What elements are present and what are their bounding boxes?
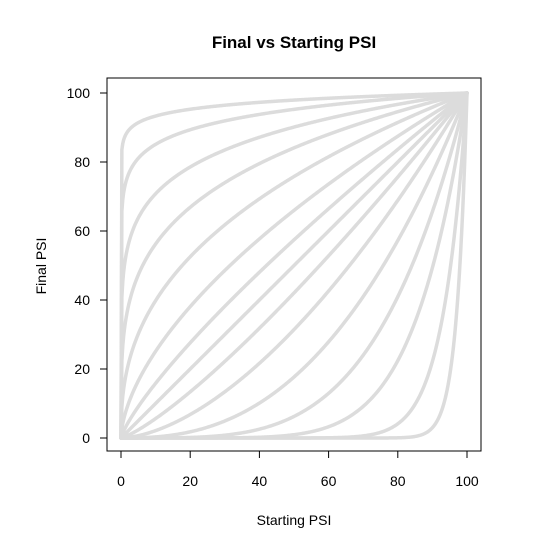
curves-group bbox=[119, 91, 469, 440]
y-tick-label: 60 bbox=[74, 223, 90, 239]
x-tick-label: 20 bbox=[182, 473, 198, 489]
y-axis: 0 20 40 60 80 100 bbox=[67, 85, 108, 446]
series-line-8 bbox=[119, 91, 469, 440]
series-line-9 bbox=[119, 91, 469, 440]
y-tick-label: 40 bbox=[74, 292, 90, 308]
series-line-2 bbox=[119, 91, 469, 440]
y-axis-label: Final PSI bbox=[33, 238, 49, 295]
x-axis: 0 20 40 60 80 100 bbox=[117, 450, 479, 489]
series-line-5 bbox=[119, 91, 469, 440]
x-tick-label: 40 bbox=[252, 473, 268, 489]
series-line-6 bbox=[119, 91, 469, 440]
series-line-4 bbox=[119, 91, 469, 440]
x-tick-label: 80 bbox=[390, 473, 406, 489]
series-line-7 bbox=[119, 91, 469, 440]
x-axis-label: Starting PSI bbox=[257, 512, 332, 528]
y-tick-label: 20 bbox=[74, 361, 90, 377]
y-tick-label: 0 bbox=[82, 430, 90, 446]
series-line-15 bbox=[119, 91, 469, 440]
series-line-11 bbox=[119, 91, 469, 440]
series-line-10 bbox=[119, 91, 469, 440]
y-tick-label: 80 bbox=[74, 154, 90, 170]
series-line-1 bbox=[119, 91, 469, 440]
x-tick-label: 100 bbox=[455, 473, 479, 489]
y-tick-label: 100 bbox=[67, 85, 91, 101]
series-line-3 bbox=[119, 91, 469, 440]
chart-title: Final vs Starting PSI bbox=[212, 33, 376, 52]
x-tick-label: 0 bbox=[117, 473, 125, 489]
x-tick-label: 60 bbox=[321, 473, 337, 489]
